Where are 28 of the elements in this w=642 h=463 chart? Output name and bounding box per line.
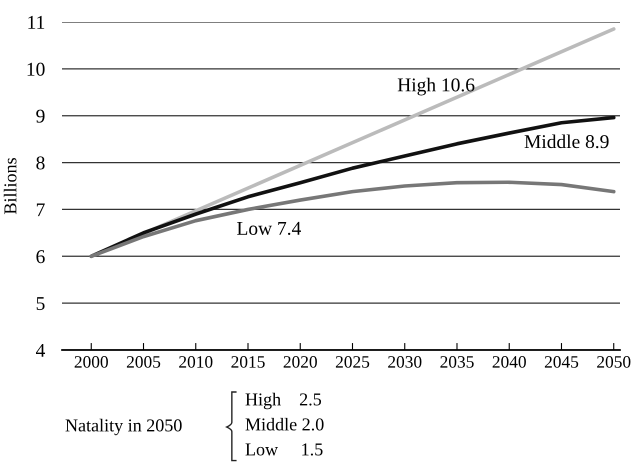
y-tick-label: 9 — [36, 110, 45, 123]
x-tick-label: 2020 — [284, 356, 317, 368]
x-tick-label: 2040 — [492, 356, 526, 368]
y-tick-label: 11 — [28, 16, 44, 29]
x-tick-label: 2030 — [388, 356, 422, 368]
y-tick-label: 10 — [28, 62, 45, 76]
x-tick-label: 2010 — [179, 356, 212, 368]
x-tick-label: 2025 — [336, 356, 370, 368]
x-tick-label: 2050 — [597, 356, 630, 368]
y-tick-label: 7 — [36, 203, 45, 216]
line-series — [89, 180, 616, 258]
text: High 2.5 — [246, 392, 322, 410]
x-tick-label: 2045 — [544, 356, 578, 368]
y-tick-label: 5 — [36, 297, 45, 310]
series-label: Low 7.4 — [237, 222, 301, 235]
x-tick-label: 2000 — [74, 356, 108, 368]
y-tick-label: 8 — [36, 156, 45, 170]
text: Middle 2.0 — [246, 418, 324, 431]
y-axis-title: Billions — [4, 158, 16, 214]
text: Natality in 2050 — [66, 418, 182, 436]
x-tick-label: 2015 — [231, 356, 265, 368]
x-tick-label: 2005 — [126, 356, 160, 368]
x-tick-label: 2035 — [440, 356, 474, 368]
y-tick-label: 6 — [36, 250, 45, 264]
series-label: High 10.6 — [398, 78, 474, 96]
text: Low 1.5 — [246, 443, 323, 456]
y-tick-label: 4 — [36, 344, 46, 357]
series-label: Middle 8.9 — [524, 134, 609, 148]
